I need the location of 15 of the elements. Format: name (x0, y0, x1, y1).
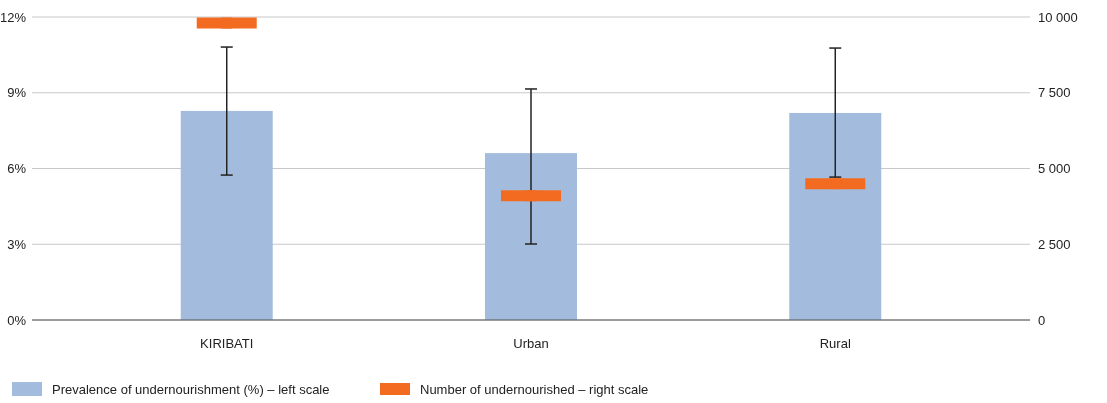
y2-tick-label: 5 000 (1038, 161, 1071, 177)
y2-tick-label: 0 (1038, 312, 1046, 328)
y2-tick-label: 2 500 (1038, 236, 1071, 252)
y-tick-label: 0% (7, 312, 27, 328)
y2-tick-label: 10 000 (1038, 9, 1078, 25)
y-tick-label: 3% (7, 236, 27, 252)
y-tick-label: 6% (7, 161, 27, 177)
legend-label: Prevalence of undernourishment (%) – left scale (52, 381, 330, 397)
x-tick-label: Rural (819, 336, 851, 351)
legend-label: Number of undernourished – right scale (420, 381, 649, 397)
y-tick-label: 12% (0, 9, 27, 25)
x-tick-label: Urban (513, 336, 549, 351)
x-tick-label: KIRIBATI (200, 336, 254, 351)
y-tick-label: 9% (7, 85, 27, 101)
y2-tick-label: 7 500 (1038, 85, 1071, 101)
